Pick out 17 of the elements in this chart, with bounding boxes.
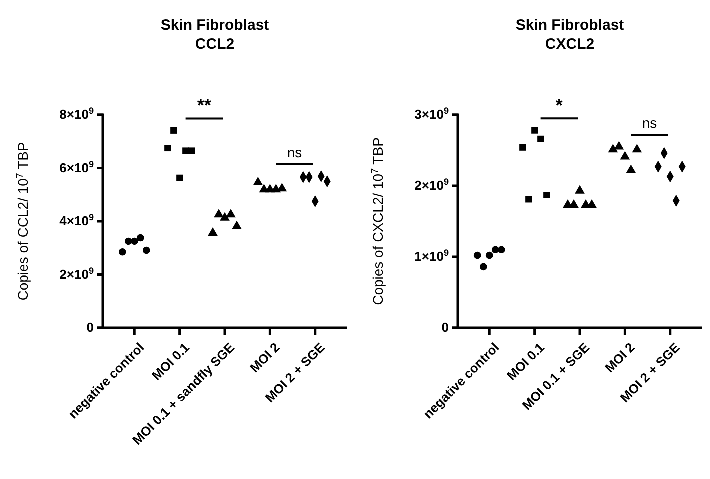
chart-title: Skin Fibroblast [516, 17, 624, 34]
chart-title: Skin Fibroblast [160, 17, 270, 34]
chart-subtitle: CCL2 [195, 36, 235, 53]
y-tick-label: 4×10$^{9}$ [60, 212, 94, 229]
annotation: * [556, 96, 563, 116]
annotation: ** [197, 96, 212, 116]
annotation: ns [642, 114, 658, 131]
y-tick-label: 6×10$^{9}$ [60, 159, 94, 176]
y-tick-label: 3×10$^{9}$ [414, 106, 449, 122]
y-tick-label: 2×10$^{9}$ [60, 266, 94, 282]
y-tick-label: 0 [442, 320, 449, 336]
y-tick-label: 2×10$^{9}$ [414, 177, 449, 194]
annotation: ns [287, 144, 302, 161]
y-tick-label: 0 [86, 320, 94, 336]
chart-subtitle: CXCL2 [545, 36, 595, 53]
y-tick-label: 1×10$^{9}$ [414, 248, 449, 264]
y-tick-label: 8×10$^{9}$ [60, 106, 94, 122]
